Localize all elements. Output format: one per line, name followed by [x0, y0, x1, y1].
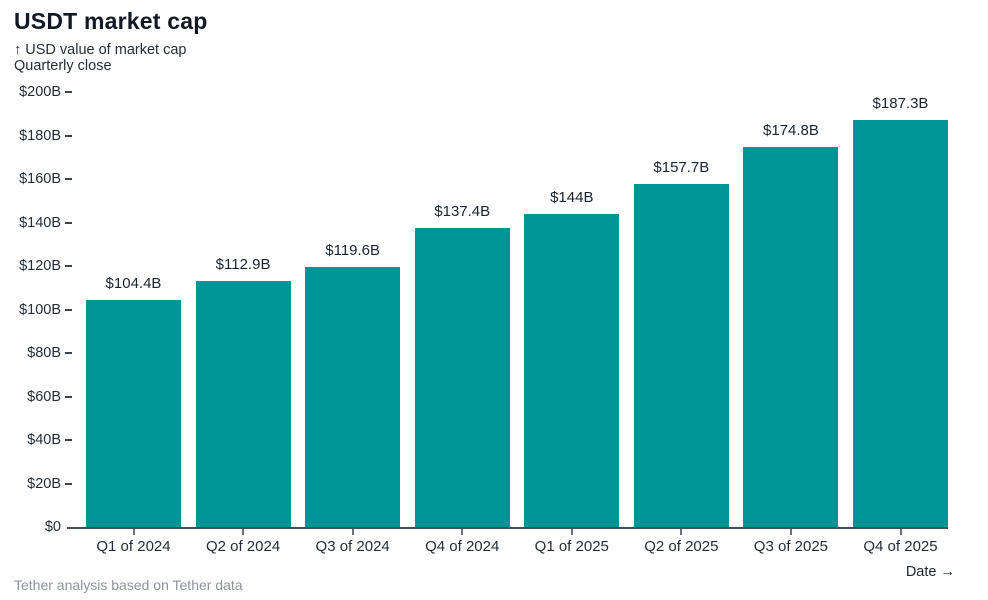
- y-tick-mark: [65, 265, 72, 267]
- x-tick-label: Q4 of 2025: [863, 538, 938, 555]
- x-tick-label: Q3 of 2024: [315, 538, 390, 555]
- x-axis-title: Date →: [905, 564, 955, 580]
- y-tick-mark: [65, 308, 72, 311]
- chart-header: USDT market cap ↑ USD value of market ca…: [14, 8, 207, 74]
- bar-q2-of-2025: [633, 184, 729, 527]
- y-tick: $120B: [19, 258, 72, 274]
- bar-q3-of-2024: [305, 266, 401, 527]
- y-tick-mark: [65, 482, 72, 485]
- y-tick-mark: [65, 395, 72, 398]
- y-tick-label: $20B: [27, 475, 61, 492]
- x-tick-label: Q1 of 2024: [96, 538, 171, 555]
- y-tick-mark: [65, 178, 72, 180]
- y-tick: $60B: [27, 389, 72, 405]
- x-tick-label: Q1 of 2025: [534, 538, 609, 555]
- y-tick: $80B: [27, 345, 72, 361]
- bar-value-label: $104.4B: [105, 274, 162, 292]
- plot-area: $104.4B Q1 of 2024 $112.9B Q2 of 2024 $119.6…: [67, 92, 948, 555]
- y-tick: $200B: [19, 84, 72, 100]
- y-tick-label: $40B: [27, 432, 61, 448]
- y-tick-mark: [65, 439, 72, 441]
- y-tick: $160B: [19, 171, 72, 187]
- x-tick-label: Q2 of 2024: [205, 538, 281, 555]
- y-tick: $40B: [27, 432, 72, 448]
- x-tick-mark: [132, 529, 135, 535]
- y-tick-mark: [65, 134, 72, 137]
- y-tick-label: $60B: [27, 388, 61, 405]
- chart-subtitle-line1: ↑ USD value of market cap: [14, 42, 187, 58]
- source-attribution: Tether analysis based on Tether data: [14, 577, 243, 593]
- y-tick: $180B: [19, 128, 72, 144]
- y-tick: $0: [45, 519, 72, 535]
- bar-q4-of-2024: [414, 228, 510, 527]
- y-tick: $140B: [19, 215, 72, 231]
- y-tick-label: $160B: [19, 171, 61, 187]
- x-tick-label: Q3 of 2025: [753, 538, 829, 555]
- bar-value-label: $119.6B: [325, 241, 381, 259]
- y-tick-label: $140B: [19, 214, 61, 231]
- x-tick-mark: [789, 529, 792, 535]
- x-tick-mark: [242, 529, 245, 535]
- x-tick-mark: [680, 529, 683, 535]
- bar-value-label: $137.4B: [434, 203, 491, 221]
- y-tick-label: $100B: [19, 301, 61, 318]
- bar-q3-of-2025: [743, 146, 839, 527]
- bar-q1-of-2025: [524, 213, 620, 527]
- bar-q4-of-2025: [853, 119, 948, 527]
- x-tick-label: Q4 of 2024: [425, 538, 500, 555]
- x-tick-mark: [461, 529, 464, 535]
- x-tick-mark: [899, 529, 902, 535]
- y-tick-mark: [65, 352, 72, 354]
- x-tick-mark: [570, 529, 573, 535]
- bar-value-label: $174.8B: [762, 121, 819, 139]
- bar-value-label: $187.3B: [872, 94, 929, 112]
- bar-value-label: $112.9B: [215, 256, 271, 274]
- y-tick-label: $180B: [19, 127, 61, 144]
- y-axis: $0 $20B $40B $60B $80B $100B $120B $140B $160B $1…: [0, 84, 72, 535]
- y-tick-label: $120B: [19, 258, 61, 274]
- y-tick: $20B: [27, 476, 72, 492]
- y-tick: $100B: [19, 302, 72, 318]
- x-tick-mark: [351, 529, 354, 535]
- chart-title: USDT market cap: [14, 8, 208, 34]
- bar-q2-of-2024: [195, 281, 291, 527]
- chart-subtitle: ↑ USD value of market cap Quarterly clos…: [14, 42, 207, 74]
- y-tick-label: $80B: [27, 345, 61, 361]
- x-axis-baseline: [67, 527, 948, 529]
- y-tick-label: $0: [44, 519, 61, 535]
- chart-subtitle-line2: Quarterly close: [14, 58, 112, 74]
- bar-value-label: $144B: [550, 188, 594, 206]
- y-tick-mark: [65, 91, 72, 93]
- x-tick-label: Q2 of 2025: [644, 538, 719, 555]
- bar-value-label: $157.7B: [653, 159, 710, 177]
- y-tick-label: $200B: [19, 84, 61, 100]
- y-tick-mark: [65, 221, 72, 224]
- bar-q1-of-2024: [86, 299, 181, 527]
